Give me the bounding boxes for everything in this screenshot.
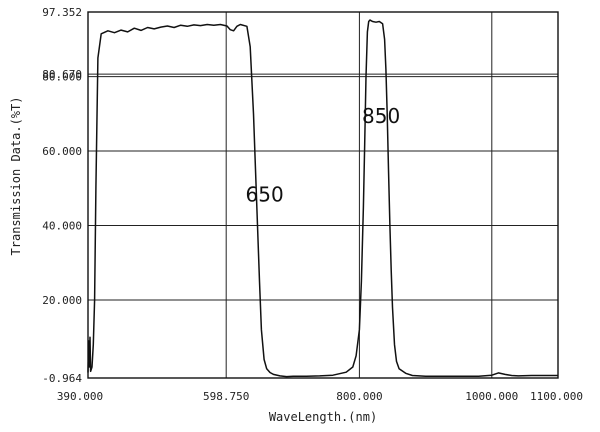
series-layer: [87, 19, 558, 378]
grid-layer: [88, 12, 558, 378]
x-tick-label: 1000.000: [465, 390, 518, 403]
plot-frame: [87, 11, 559, 379]
series-line: [87, 19, 558, 378]
annotations: 650 850: [246, 104, 401, 206]
x-tick-label: 1100.000: [530, 390, 583, 403]
x-axis-label: WaveLength.(nm): [269, 410, 377, 424]
x-tick-labels: 390.000 598.750 800.000 1000.000 1100.000: [57, 390, 583, 403]
y-tick-label: 97.352: [42, 6, 82, 19]
y-tick-label: 80.000: [42, 71, 82, 84]
y-tick-label: -0.964: [42, 372, 82, 385]
peak-annotation: 850: [362, 104, 400, 128]
y-axis-label: Transmission Data.(%T): [9, 97, 23, 256]
x-tick-label: 390.000: [57, 390, 103, 403]
y-tick-label: 60.000: [42, 145, 82, 158]
x-tick-label: 598.750: [203, 390, 249, 403]
y-tick-label: 40.000: [42, 220, 82, 233]
y-tick-label: 80.670: [42, 68, 82, 81]
peak-annotation: 650: [246, 182, 284, 206]
x-tick-label: 800.000: [336, 390, 382, 403]
y-tick-label: 20.000: [42, 294, 82, 307]
